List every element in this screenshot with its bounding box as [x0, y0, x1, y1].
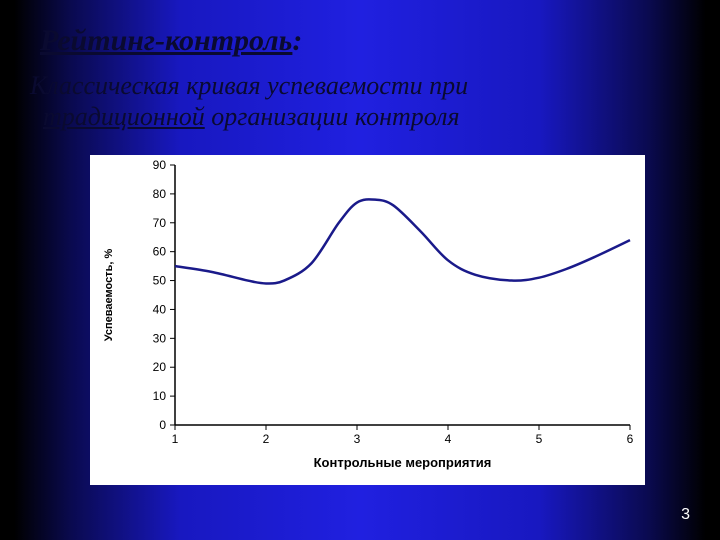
subtitle-line2-underlined: традиционной	[43, 102, 205, 131]
svg-text:5: 5	[536, 432, 543, 446]
svg-text:40: 40	[153, 302, 167, 316]
svg-text:70: 70	[153, 216, 167, 230]
svg-text:50: 50	[153, 274, 167, 288]
line-chart: 0 10 20 30 40 50 60 70 80 90 1 2 3 4 5 6 Успеваемость, %…	[90, 155, 645, 485]
svg-text:0: 0	[159, 418, 166, 432]
subtitle-line1: Классическая кривая успеваемости при	[30, 71, 468, 100]
page-number: 3	[681, 506, 690, 524]
title-underlined: Рейтинг-контроль	[40, 24, 292, 57]
slide: Рейтинг-контроль: Классическая кривая ус…	[0, 0, 720, 540]
svg-text:80: 80	[153, 187, 167, 201]
chart-container: 0 10 20 30 40 50 60 70 80 90 1 2 3 4 5 6 Успеваемость, %…	[90, 155, 645, 485]
svg-text:2: 2	[263, 432, 270, 446]
title-suffix: :	[292, 24, 302, 57]
slide-subtitle: Классическая кривая успеваемости при тра…	[30, 70, 690, 132]
svg-text:30: 30	[153, 331, 167, 345]
svg-text:6: 6	[627, 432, 634, 446]
svg-text:3: 3	[354, 432, 361, 446]
svg-text:10: 10	[153, 389, 167, 403]
slide-title: Рейтинг-контроль:	[40, 24, 302, 58]
svg-text:90: 90	[153, 158, 167, 172]
svg-text:60: 60	[153, 245, 167, 259]
svg-text:4: 4	[445, 432, 452, 446]
subtitle-line2-rest: организации контроля	[205, 102, 460, 131]
svg-text:1: 1	[172, 432, 179, 446]
svg-text:Успеваемость, %: Успеваемость, %	[103, 249, 115, 342]
svg-text:Контрольные мероприятия: Контрольные мероприятия	[314, 455, 492, 470]
svg-text:20: 20	[153, 360, 167, 374]
